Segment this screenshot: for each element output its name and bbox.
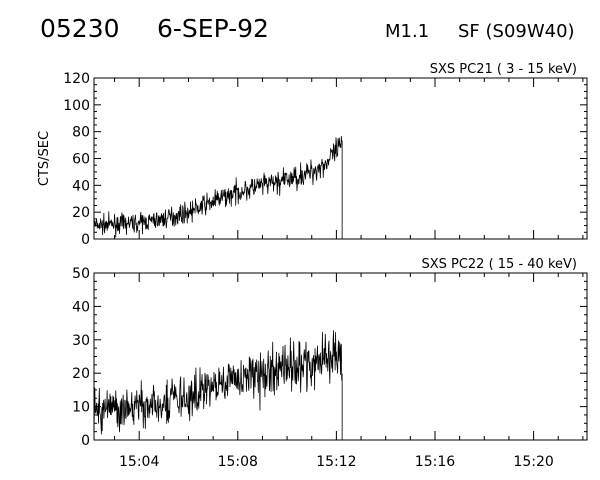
x-tick-label-pc22: 15:16 xyxy=(415,454,455,470)
channel-title-pc22: SXS PC22 ( 15 - 40 keV) xyxy=(421,257,577,272)
y-tick-label-pc21: 20 xyxy=(72,205,90,221)
y-tick-label-pc22: 0 xyxy=(81,433,90,449)
y-tick-label-pc22: 30 xyxy=(72,333,90,349)
y-tick-label-pc21: 120 xyxy=(63,71,90,87)
x-tick-label-pc22: 15:04 xyxy=(119,454,159,470)
y-tick-label-pc21: 80 xyxy=(72,125,90,141)
event-id: 05230 xyxy=(40,14,120,43)
event-date: 6-SEP-92 xyxy=(157,14,269,43)
y-tick-label-pc21: 40 xyxy=(72,178,90,194)
x-tick-label-pc22: 15:20 xyxy=(513,454,553,470)
x-tick-label-pc22: 15:08 xyxy=(218,454,258,470)
y-tick-label-pc22: 20 xyxy=(72,366,90,382)
x-tick-label-pc22: 15:12 xyxy=(316,454,356,470)
y-tick-label-pc21: 100 xyxy=(63,98,90,114)
y-tick-label-pc22: 40 xyxy=(72,299,90,315)
y-tick-label-pc22: 10 xyxy=(72,400,90,416)
y-tick-label-pc21: 0 xyxy=(81,232,90,248)
data-series-pc22 xyxy=(93,330,343,440)
flare-class: M1.1 xyxy=(385,21,430,42)
channel-title-pc21: SXS PC21 ( 3 - 15 keV) xyxy=(430,62,577,77)
y-axis-label-pc21: CTS/SEC xyxy=(37,131,52,186)
flare-location: SF (S09W40) xyxy=(458,21,575,42)
y-tick-label-pc21: 60 xyxy=(72,152,90,168)
data-series-pc21 xyxy=(93,135,343,239)
y-tick-label-pc22: 50 xyxy=(72,266,90,282)
